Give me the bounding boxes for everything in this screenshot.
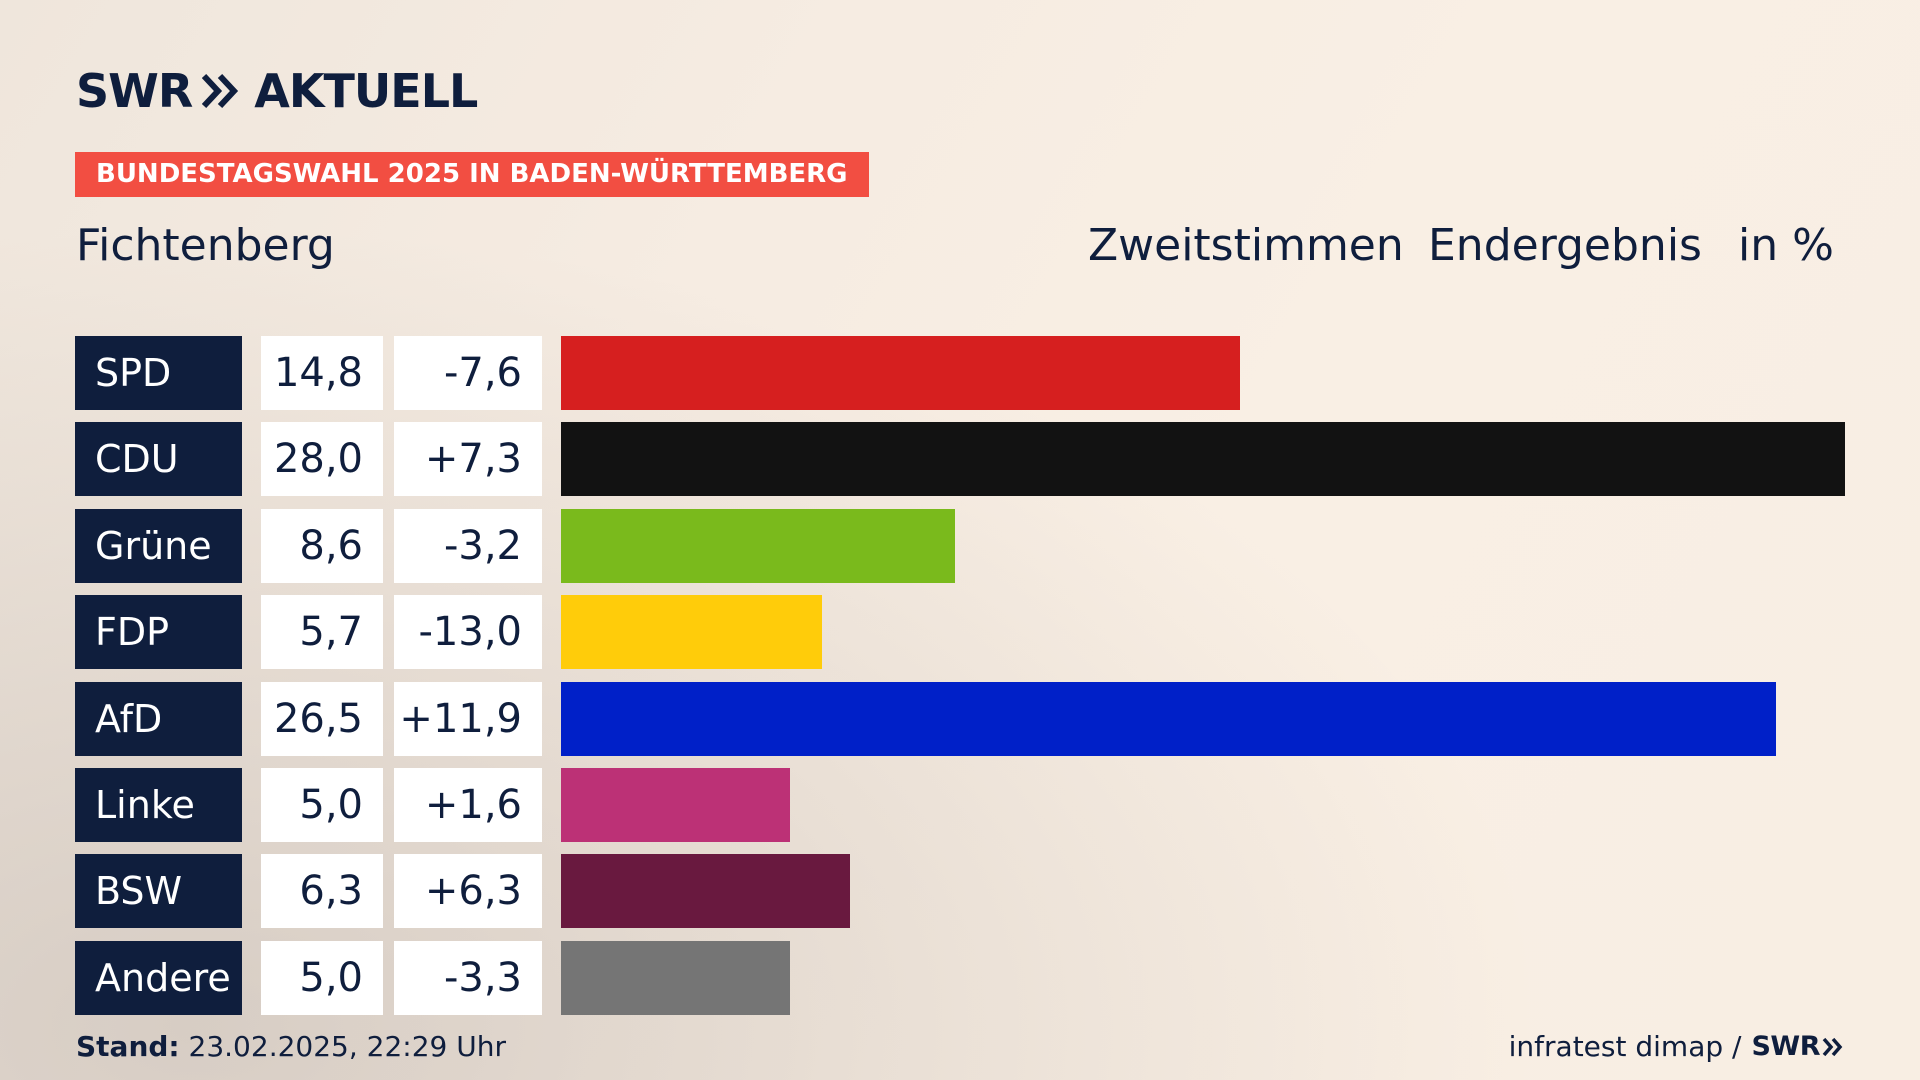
party-label: AfD [75, 681, 242, 756]
result-row: Linke 5,0 +1,6 [75, 768, 1845, 842]
result-row: CDU 28,0 +7,3 [75, 422, 1845, 497]
bar [561, 940, 791, 1015]
diff-label: +11,9 [394, 681, 542, 756]
diff-label: -3,2 [394, 508, 542, 583]
bar [561, 768, 791, 842]
place-title: Fichtenberg [76, 220, 335, 271]
diff-label: +6,3 [394, 854, 542, 929]
stand-value: 23.02.2025, 22:29 Uhr [188, 1030, 506, 1063]
bar [561, 681, 1777, 756]
value-label: 14,8 [261, 336, 383, 410]
stand-label: Stand: [76, 1030, 180, 1063]
value-label: 5,0 [261, 768, 383, 842]
value-label: 28,0 [261, 422, 383, 497]
result-row: FDP 5,7 -13,0 [75, 595, 1845, 670]
diff-label: -7,6 [394, 336, 542, 410]
bar [561, 336, 1240, 410]
logo-aktuell-text: AKTUELL [254, 64, 478, 118]
value-label: 5,0 [261, 940, 383, 1015]
party-label: FDP [75, 595, 242, 670]
swr-aktuell-logo: SWR AKTUELL [76, 64, 478, 118]
timestamp: Stand: 23.02.2025, 22:29 Uhr [76, 1030, 506, 1063]
result-row: Grüne 8,6 -3,2 [75, 508, 1845, 583]
party-label: SPD [75, 336, 242, 410]
bar [561, 422, 1845, 497]
value-label: 8,6 [261, 508, 383, 583]
source-text: infratest dimap / [1508, 1030, 1742, 1063]
value-label: 5,7 [261, 595, 383, 670]
result-row: SPD 14,8 -7,6 [75, 336, 1845, 410]
header-result: Endergebnis [1428, 220, 1702, 271]
party-label: CDU [75, 422, 242, 497]
header-unit: in % [1738, 220, 1834, 271]
result-row: BSW 6,3 +6,3 [75, 854, 1845, 929]
diff-label: -3,3 [394, 940, 542, 1015]
small-double-chevron-icon [1822, 1037, 1844, 1057]
result-row: AfD 26,5 +11,9 [75, 681, 1845, 756]
source-credit: infratest dimap / SWR [1509, 1030, 1844, 1063]
bar [561, 854, 850, 929]
double-chevron-icon [202, 73, 240, 109]
diff-label: +7,3 [394, 422, 542, 497]
value-label: 26,5 [261, 681, 383, 756]
result-row: Andere 5,0 -3,3 [75, 940, 1845, 1015]
swr-small-logo: SWR [1751, 1031, 1820, 1062]
diff-label: -13,0 [394, 595, 542, 670]
header-vote-type: Zweitstimmen [1088, 220, 1404, 271]
bar [561, 508, 956, 583]
bar [561, 595, 823, 670]
diff-label: +1,6 [394, 768, 542, 842]
value-label: 6,3 [261, 854, 383, 929]
election-banner: BUNDESTAGSWAHL 2025 IN BADEN-WÜRTTEMBERG [75, 152, 869, 197]
party-label: Grüne [75, 508, 242, 583]
logo-swr-text: SWR [76, 64, 193, 118]
party-label: Linke [75, 768, 242, 842]
party-label: Andere [75, 940, 242, 1015]
party-label: BSW [75, 854, 242, 929]
